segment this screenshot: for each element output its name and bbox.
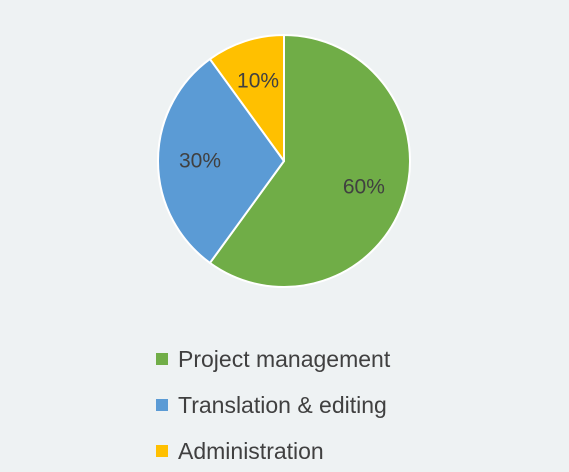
legend-item-project-management: Project management	[156, 336, 390, 382]
pie-data-labels: 60% 30% 10%	[179, 70, 385, 199]
legend-item-administration: Administration	[156, 428, 390, 472]
legend-item-translation-editing: Translation & editing	[156, 382, 390, 428]
legend-swatch-administration	[156, 445, 168, 457]
data-label-project-management: 60%	[343, 175, 385, 198]
legend-swatch-translation-editing	[156, 399, 168, 411]
legend: Project management Translation & editing…	[156, 336, 390, 472]
legend-label-project-management: Project management	[178, 345, 391, 372]
legend-label-translation-editing: Translation & editing	[178, 391, 387, 418]
pie-slices	[157, 34, 411, 288]
legend-label-administration: Administration	[178, 437, 324, 464]
data-label-administration: 10%	[237, 70, 279, 93]
pie-slice-translation-editing	[157, 58, 285, 264]
data-label-translation-editing: 30%	[179, 150, 221, 173]
pie-chart: 60% 30% 10%	[157, 34, 411, 288]
pie-slice-project-management	[208, 34, 411, 288]
pie-slice-administration	[208, 34, 285, 162]
legend-swatch-project-management	[156, 353, 168, 365]
